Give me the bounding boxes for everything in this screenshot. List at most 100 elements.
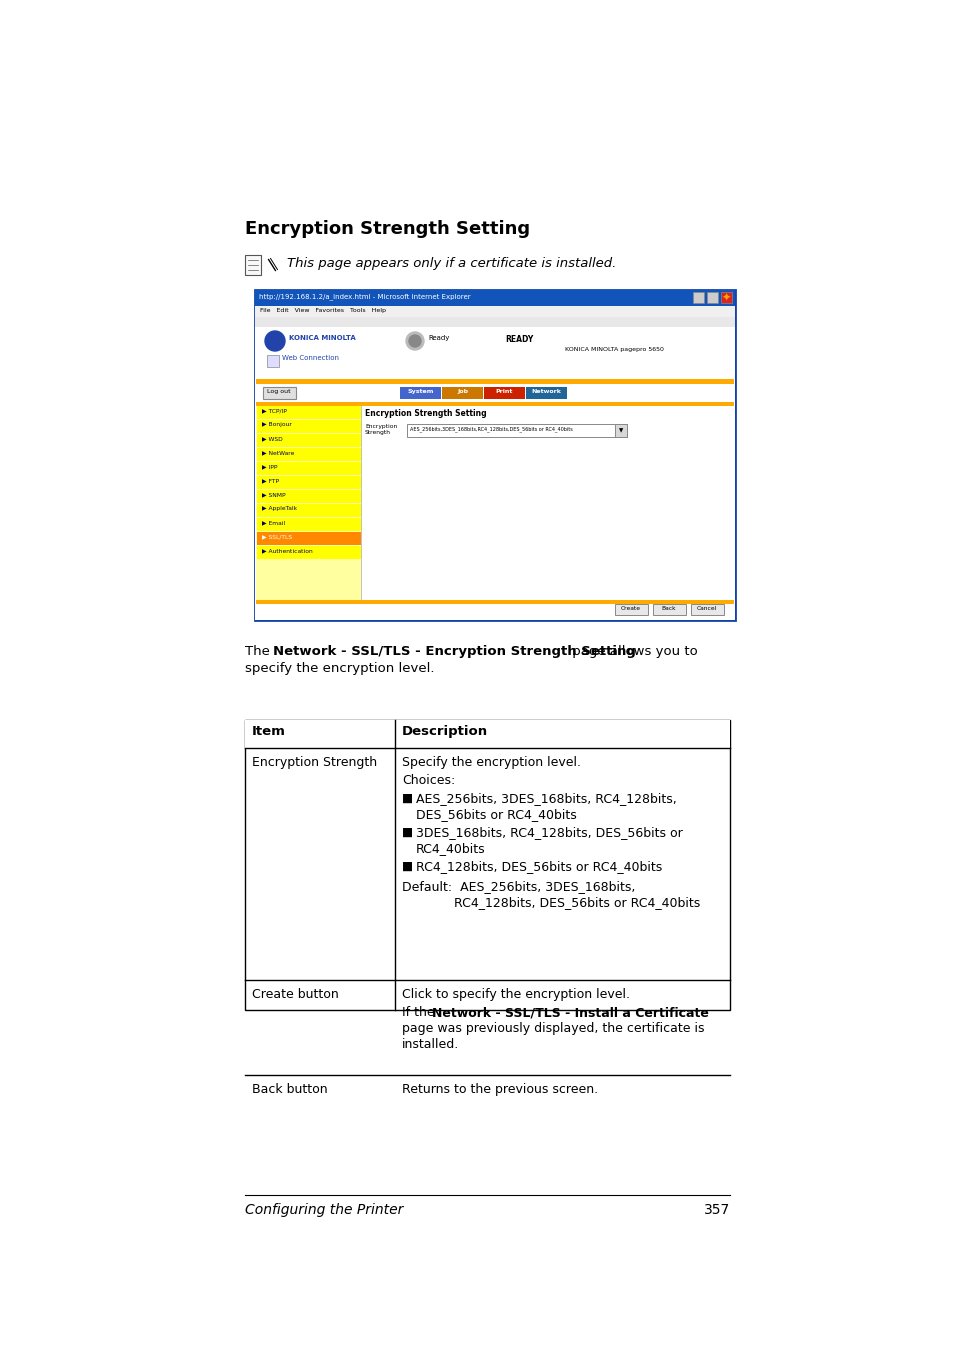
Bar: [254, 306, 734, 317]
Text: AES_256bits, 3DES_168bits, RC4_128bits,: AES_256bits, 3DES_168bits, RC4_128bits,: [416, 792, 676, 805]
Bar: [615, 603, 647, 616]
Bar: [245, 255, 261, 275]
Bar: [256, 462, 360, 475]
Text: File   Edit   View   Favorites   Tools   Help: File Edit View Favorites Tools Help: [260, 308, 386, 313]
Text: ▶ Bonjour: ▶ Bonjour: [262, 423, 292, 427]
Bar: [652, 603, 685, 616]
Text: RC4_128bits, DES_56bits or RC4_40bits: RC4_128bits, DES_56bits or RC4_40bits: [454, 896, 700, 909]
Bar: [706, 292, 718, 302]
Text: Create: Create: [620, 606, 640, 612]
Circle shape: [406, 332, 423, 350]
Bar: [441, 387, 482, 400]
Text: ■: ■: [401, 826, 413, 838]
Bar: [256, 545, 360, 559]
Text: Specify the encryption level.: Specify the encryption level.: [401, 756, 580, 770]
Text: 3DES_168bits, RC4_128bits, DES_56bits or: 3DES_168bits, RC4_128bits, DES_56bits or: [416, 826, 682, 838]
Text: Encryption Strength Setting: Encryption Strength Setting: [245, 220, 530, 238]
Text: specify the encryption level.: specify the encryption level.: [245, 662, 434, 675]
Text: Create button: Create button: [252, 988, 338, 1000]
Text: Print: Print: [496, 389, 513, 394]
Bar: [615, 424, 626, 437]
Bar: [256, 477, 360, 489]
Text: ▶ IPP: ▶ IPP: [262, 464, 277, 468]
Text: Description: Description: [401, 725, 488, 738]
Text: This page appears only if a certificate is installed.: This page appears only if a certificate …: [287, 256, 616, 270]
Bar: [255, 383, 733, 402]
Text: Cancel: Cancel: [696, 606, 717, 612]
Bar: [256, 518, 360, 531]
Text: ▶ Email: ▶ Email: [262, 520, 285, 525]
Bar: [720, 292, 731, 302]
Text: page allows you to: page allows you to: [567, 645, 697, 657]
Text: 357: 357: [703, 1203, 729, 1216]
Text: ▼: ▼: [618, 428, 622, 433]
Bar: [255, 406, 360, 599]
Text: ▶ NetWare: ▶ NetWare: [262, 450, 294, 455]
Bar: [399, 387, 440, 400]
Bar: [254, 290, 734, 306]
Text: Configuring the Printer: Configuring the Printer: [245, 1203, 403, 1216]
Bar: [525, 387, 566, 400]
Text: Returns to the previous screen.: Returns to the previous screen.: [401, 1083, 598, 1096]
Text: ▶ SSL/TLS: ▶ SSL/TLS: [262, 535, 292, 539]
Text: Encryption Strength: Encryption Strength: [252, 756, 376, 770]
Bar: [245, 720, 729, 1010]
Text: Back button: Back button: [252, 1083, 327, 1096]
Text: RC4_128bits, DES_56bits or RC4_40bits: RC4_128bits, DES_56bits or RC4_40bits: [416, 860, 661, 873]
Text: KONICA MINOLTA pagepro 5650: KONICA MINOLTA pagepro 5650: [564, 347, 663, 352]
Text: Choices:: Choices:: [401, 774, 455, 787]
Text: ▶ TCP/IP: ▶ TCP/IP: [262, 408, 287, 413]
Text: KONICA MINOLTA: KONICA MINOLTA: [289, 335, 355, 342]
Text: page was previously displayed, the certificate is: page was previously displayed, the certi…: [401, 1022, 703, 1035]
Text: ■: ■: [401, 860, 413, 873]
Text: Web Connection: Web Connection: [282, 355, 338, 360]
Text: Encryption
Strength: Encryption Strength: [365, 424, 396, 435]
Bar: [256, 532, 360, 545]
Bar: [263, 387, 295, 400]
Text: RC4_40bits: RC4_40bits: [416, 842, 485, 855]
Bar: [255, 402, 733, 406]
Text: Job: Job: [456, 389, 468, 394]
Text: ▶ AppleTalk: ▶ AppleTalk: [262, 506, 296, 512]
Bar: [256, 504, 360, 517]
Bar: [256, 420, 360, 433]
Bar: [483, 387, 524, 400]
Bar: [256, 448, 360, 460]
Bar: [407, 424, 626, 437]
Circle shape: [265, 331, 285, 351]
Bar: [254, 327, 734, 620]
Text: Network - SSL/TLS - Encryption Strength Setting: Network - SSL/TLS - Encryption Strength …: [273, 645, 636, 657]
Text: ▶ WSD: ▶ WSD: [262, 436, 282, 441]
Text: Log out: Log out: [267, 389, 291, 394]
Bar: [267, 355, 278, 367]
Text: installed.: installed.: [401, 1038, 458, 1052]
Text: Network - SSL/TLS - Install a Certificate: Network - SSL/TLS - Install a Certificat…: [432, 1006, 708, 1019]
Bar: [690, 603, 723, 616]
Text: Ready: Ready: [428, 335, 449, 342]
Text: If the: If the: [401, 1006, 438, 1019]
Text: Default:  AES_256bits, 3DES_168bits,: Default: AES_256bits, 3DES_168bits,: [401, 880, 635, 892]
Bar: [256, 490, 360, 504]
Text: Item: Item: [252, 725, 286, 738]
Text: Back: Back: [661, 606, 676, 612]
Bar: [254, 317, 734, 327]
Bar: [254, 290, 734, 620]
Bar: [692, 292, 703, 302]
Text: Click to specify the encryption level.: Click to specify the encryption level.: [401, 988, 629, 1000]
Text: ▶ FTP: ▶ FTP: [262, 478, 279, 483]
Text: Network: Network: [531, 389, 561, 394]
Bar: [256, 433, 360, 447]
Text: Encryption Strength Setting: Encryption Strength Setting: [365, 409, 486, 418]
Text: DES_56bits or RC4_40bits: DES_56bits or RC4_40bits: [416, 809, 577, 821]
Text: The: The: [245, 645, 274, 657]
Text: READY: READY: [504, 335, 533, 344]
Text: ▶ Authentication: ▶ Authentication: [262, 548, 313, 554]
Text: ■: ■: [401, 792, 413, 805]
Bar: [245, 720, 729, 748]
Text: http://192.168.1.2/a_index.html - Microsoft Internet Explorer: http://192.168.1.2/a_index.html - Micros…: [258, 293, 470, 300]
Bar: [256, 406, 360, 418]
Bar: [255, 599, 733, 603]
Text: ▶ SNMP: ▶ SNMP: [262, 491, 285, 497]
Text: System: System: [407, 389, 434, 394]
Text: AES_256bits,3DES_168bits,RC4_128bits,DES_56bits or RC4_40bits: AES_256bits,3DES_168bits,RC4_128bits,DES…: [410, 427, 572, 432]
